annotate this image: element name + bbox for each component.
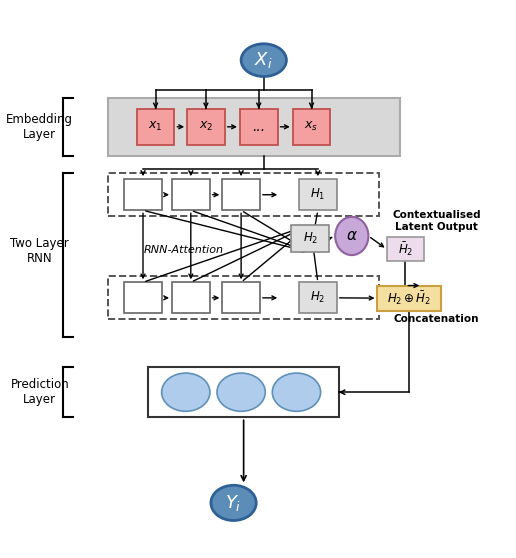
Ellipse shape <box>335 217 368 255</box>
Bar <box>187 109 225 145</box>
Text: $\alpha$: $\alpha$ <box>346 228 358 243</box>
Bar <box>137 109 174 145</box>
Bar <box>292 225 329 252</box>
Text: $H_2 \oplus \bar{H}_2$: $H_2 \oplus \bar{H}_2$ <box>388 290 431 307</box>
Bar <box>222 179 260 210</box>
Text: Concatenation: Concatenation <box>394 314 479 324</box>
Ellipse shape <box>241 44 286 76</box>
Ellipse shape <box>272 373 320 411</box>
Bar <box>387 237 424 261</box>
Text: Embedding
Layer: Embedding Layer <box>6 113 73 141</box>
Text: Contextualised
Latent Output: Contextualised Latent Output <box>392 210 480 232</box>
Text: RNN-Attention: RNN-Attention <box>143 245 223 255</box>
Text: $x_2$: $x_2$ <box>199 121 213 133</box>
Bar <box>240 109 278 145</box>
Ellipse shape <box>162 373 210 411</box>
Bar <box>108 98 399 156</box>
Text: ...: ... <box>252 120 265 134</box>
Ellipse shape <box>211 485 256 521</box>
Bar <box>124 179 162 210</box>
Text: Two Layer
RNN: Two Layer RNN <box>10 237 69 266</box>
Bar <box>108 276 379 319</box>
Bar <box>124 282 162 314</box>
Bar <box>108 174 379 216</box>
Text: Prediction
Layer: Prediction Layer <box>10 378 69 406</box>
Text: $Y_i$: $Y_i$ <box>225 493 242 513</box>
Bar <box>378 286 441 311</box>
Bar <box>299 282 337 314</box>
Bar <box>222 282 260 314</box>
Bar <box>293 109 330 145</box>
Text: $x_s$: $x_s$ <box>304 121 318 133</box>
Bar <box>172 179 209 210</box>
Text: $\bar{H}_2$: $\bar{H}_2$ <box>398 240 413 258</box>
Text: $H_1$: $H_1$ <box>310 187 326 203</box>
Bar <box>172 282 209 314</box>
Bar <box>148 367 339 417</box>
Text: $H_2$: $H_2$ <box>310 290 326 305</box>
Bar <box>299 179 337 210</box>
Text: $x_1$: $x_1$ <box>149 121 163 133</box>
Text: $H_2$: $H_2$ <box>303 231 318 246</box>
Ellipse shape <box>217 373 265 411</box>
Text: $X_i$: $X_i$ <box>254 50 273 70</box>
